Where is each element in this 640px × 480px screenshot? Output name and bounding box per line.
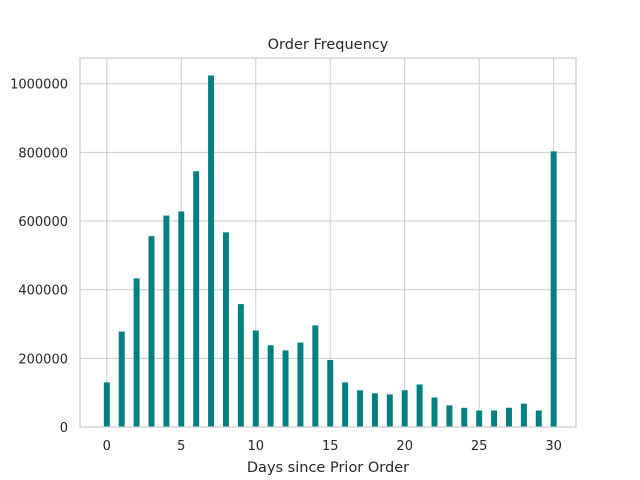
bar-day-0 [103,382,110,427]
y-tick-label: 400000 [18,284,68,299]
bar-day-24 [461,407,468,427]
x-tick-label: 0 [103,439,111,454]
bar-day-28 [520,403,527,427]
x-tick-label: 20 [396,439,413,454]
bar-day-14 [312,325,319,427]
bar-day-8 [222,232,229,427]
bar-day-3 [148,236,155,427]
grid-lines [80,58,576,428]
bar-day-6 [193,171,200,427]
x-tick-label: 25 [471,439,488,454]
y-tick-label: 0 [60,421,68,436]
bars [103,75,557,428]
bar-day-12 [282,350,289,427]
bar-day-21 [416,384,423,427]
x-axis-label: Days since Prior Order [247,460,409,476]
bar-day-25 [476,410,483,427]
bar-day-13 [297,342,304,427]
plot-frame [79,57,577,428]
x-tick-labels: 0 5 10 15 20 25 30 [103,439,562,454]
y-tick-label: 600000 [18,215,68,230]
bar-day-15 [327,360,334,427]
bar-day-17 [357,390,364,427]
bar-day-4 [163,215,170,427]
bar-day-5 [178,211,185,427]
y-tick-label: 800000 [18,146,68,161]
y-tick-label: 200000 [18,352,68,367]
bar-day-10 [252,330,259,427]
bar-day-27 [505,407,512,427]
bar-day-2 [133,278,140,427]
bar-day-29 [535,410,542,427]
chart-title: Order Frequency [268,37,389,53]
x-tick-label: 5 [177,439,185,454]
bar-day-23 [446,405,453,427]
bar-day-18 [371,393,378,427]
y-tick-labels: 0 200000 400000 600000 800000 1000000 [10,78,68,436]
bar-day-9 [237,304,244,427]
x-tick-label: 15 [322,439,339,454]
bar-day-26 [491,410,498,427]
bar-day-7 [208,75,215,428]
bar-day-22 [431,397,438,427]
bar-day-20 [401,390,408,427]
bar-day-19 [386,394,393,427]
bar-day-16 [342,382,349,427]
y-tick-label: 1000000 [10,78,68,93]
bar-day-1 [118,331,125,427]
x-tick-label: 10 [247,439,264,454]
bar-day-11 [267,345,274,427]
bar-day-30 [550,151,557,427]
x-tick-label: 30 [545,439,562,454]
